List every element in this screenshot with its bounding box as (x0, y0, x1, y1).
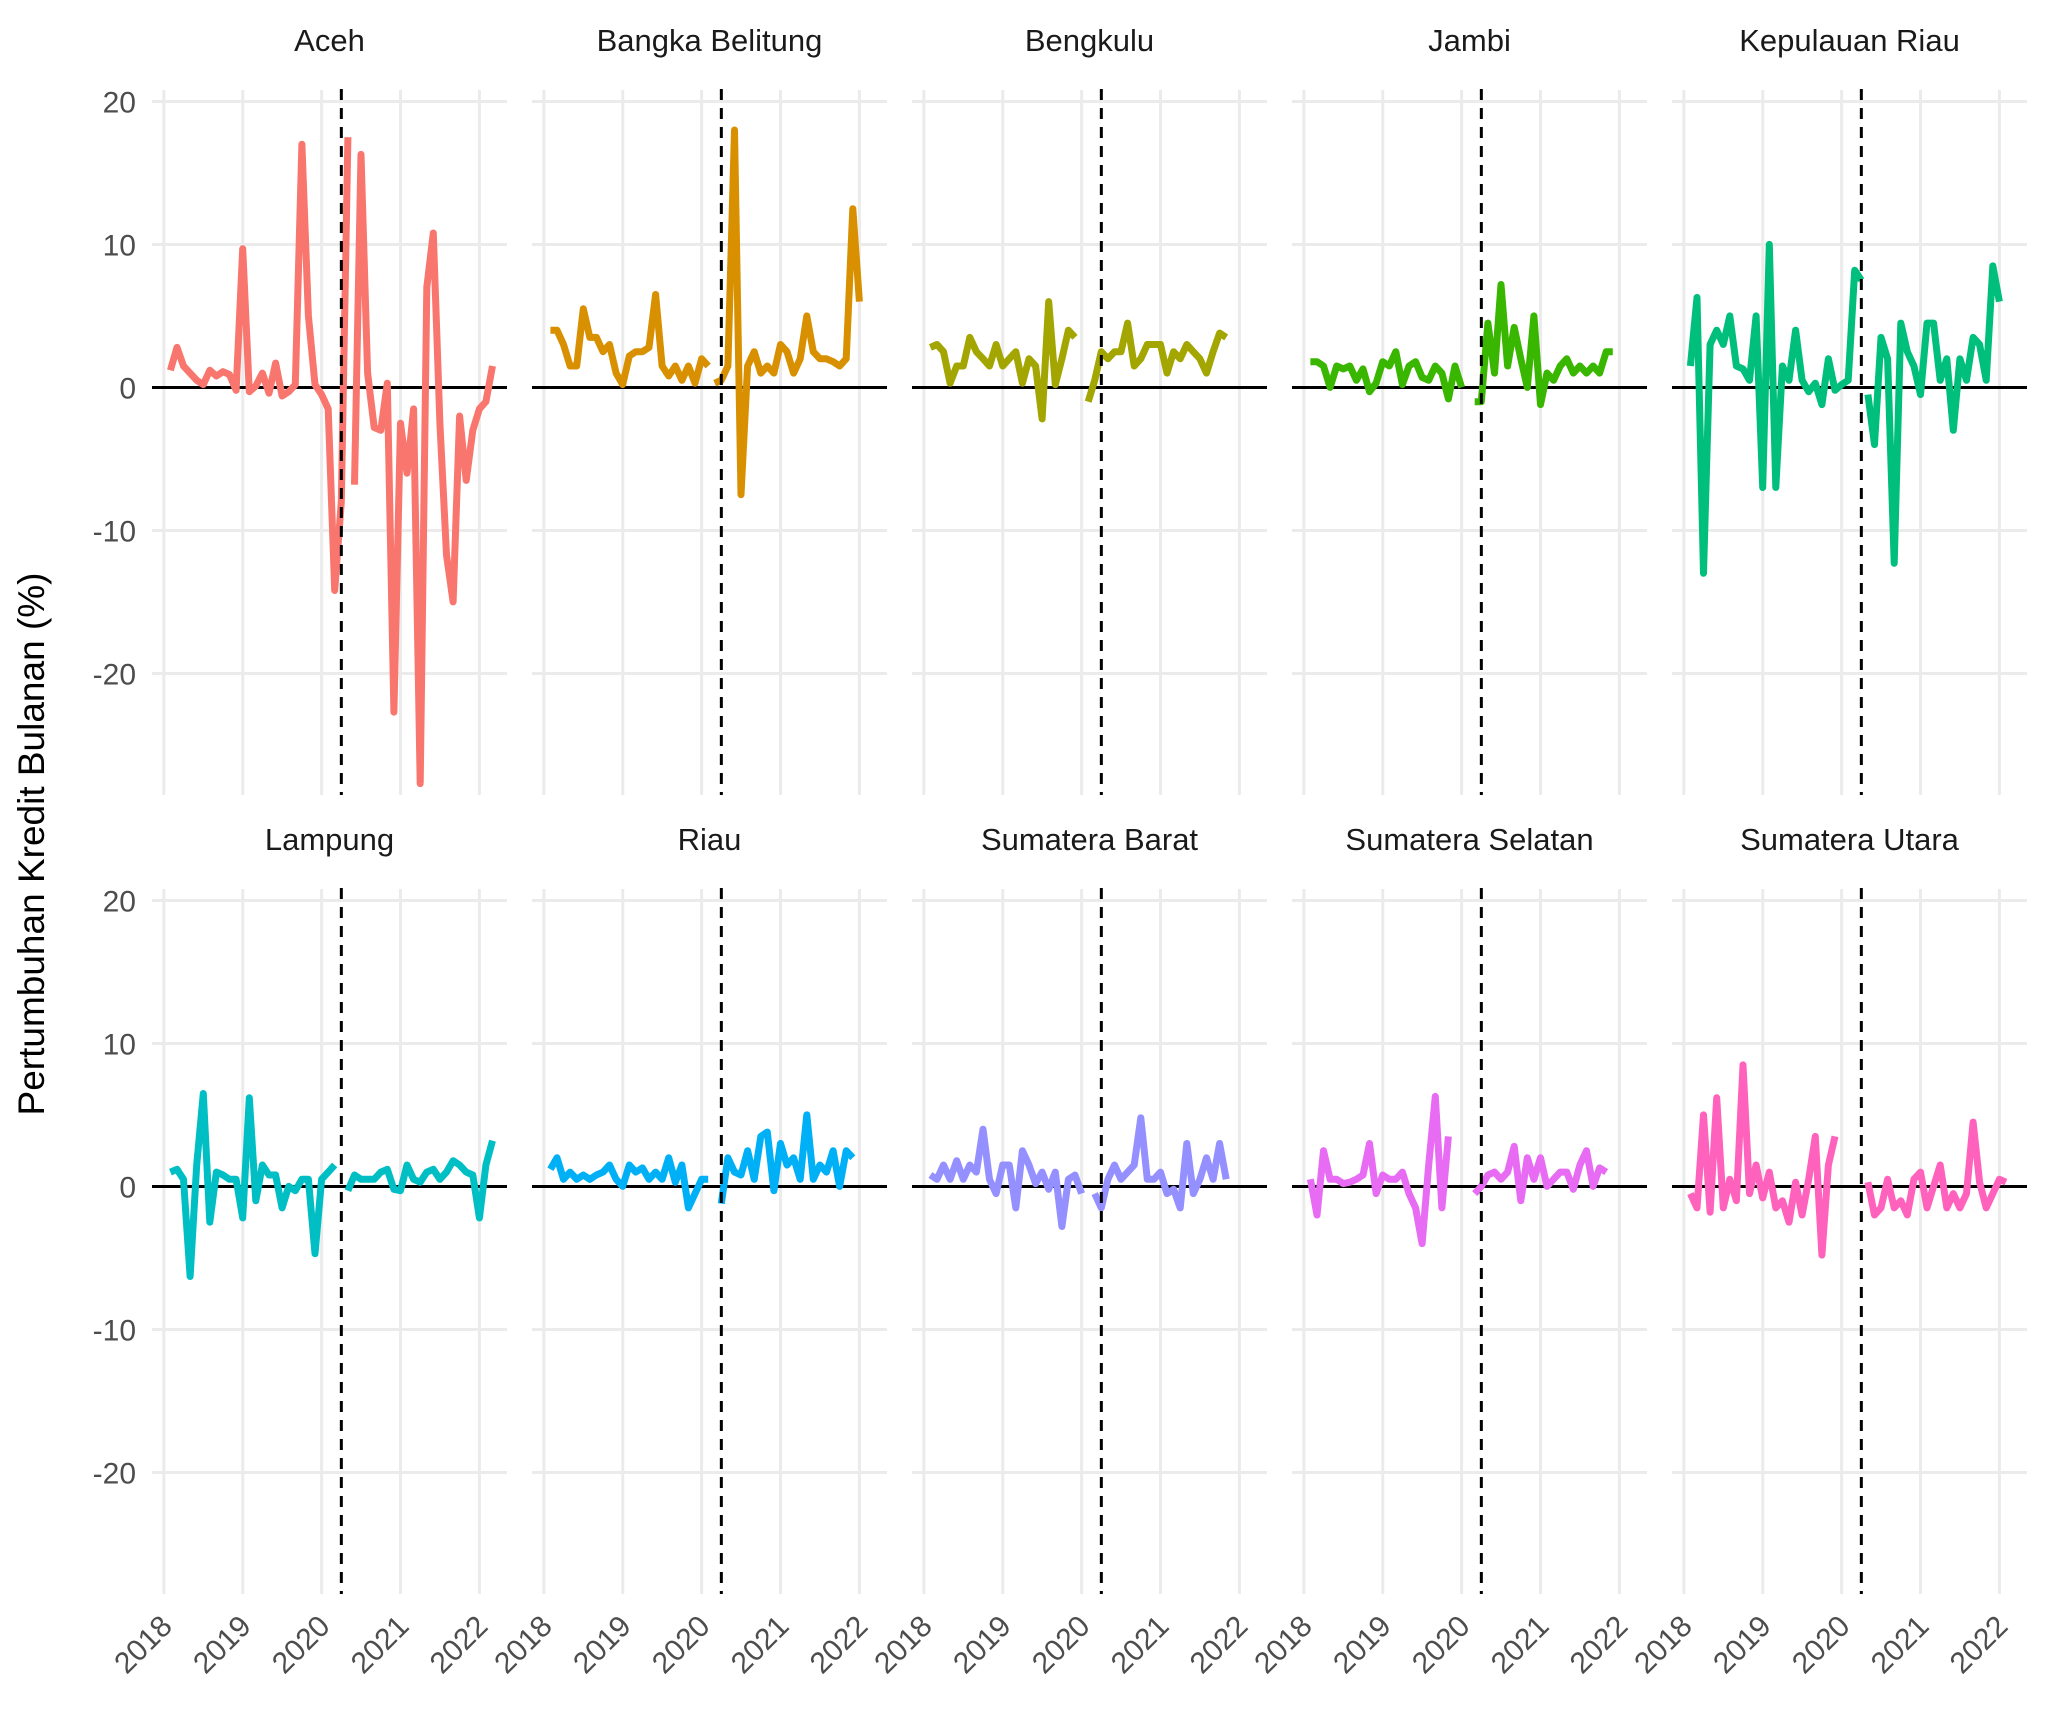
y-tick-label: -20 (93, 1457, 136, 1490)
panel-bangka-belitung: Bangka Belitung (532, 23, 887, 795)
panel-riau: Riau (532, 822, 887, 1594)
panel-title-lampung: Lampung (265, 822, 394, 857)
y-tick-label: -10 (93, 515, 136, 548)
series-line-bengkulu-2 (1084, 319, 1229, 403)
series-line-jambi-2 (1474, 281, 1613, 409)
series-line-bangka-belitung-1 (550, 291, 711, 389)
series-line-lampung-2 (344, 1139, 496, 1222)
panel-title-jambi: Jambi (1428, 23, 1511, 58)
panel-jambi: Jambi (1292, 23, 1647, 795)
y-axis-label: Pertumbuhan Kredit Bulanan (%) (11, 573, 52, 1116)
series-line-jambi-1 (1310, 348, 1465, 403)
panels: Aceh Bangka Belitung Bengkulu Jambi Kepulaua… (152, 23, 2027, 1594)
y-axis-ticks: 20 10 0 -10 -20 20 10 0 -10 -20 (93, 86, 136, 1490)
y-tick-label: 0 (119, 372, 136, 405)
y-tick-label: -10 (93, 1314, 136, 1347)
panel-sumatera-utara: Sumatera Utara (1672, 822, 2027, 1594)
panel-title-sumatera-selatan: Sumatera Selatan (1345, 822, 1593, 857)
series-line-sumatera-selatan-2 (1472, 1142, 1609, 1205)
panel-kepulauan-riau: Kepulauan Riau (1672, 23, 2027, 795)
panel-sumatera-selatan: Sumatera Selatan (1292, 822, 1647, 1594)
series-line-sumatera-barat-2 (1091, 1114, 1230, 1212)
series-line-sumatera-utara-2 (1864, 1118, 2008, 1219)
series-line-kepulauan-riau-1 (1686, 240, 1865, 577)
series-line-kepulauan-riau-2 (1864, 262, 2003, 567)
panel-bengkulu: Bengkulu (912, 23, 1267, 795)
series-line-bengkulu-1 (928, 298, 1078, 423)
series-line-sumatera-barat-1 (928, 1125, 1085, 1230)
y-tick-label: 10 (103, 229, 136, 262)
series-line-lampung-1 (169, 1090, 338, 1280)
series-line-aceh-2 (351, 150, 496, 788)
panel-title-sumatera-utara: Sumatera Utara (1740, 822, 1960, 857)
y-tick-label: 20 (103, 86, 136, 119)
y-tick-label: 0 (119, 1171, 136, 1204)
panel-title-bangka-belitung: Bangka Belitung (597, 23, 823, 58)
series-line-sumatera-selatan-1 (1306, 1092, 1452, 1248)
y-tick-label: 20 (103, 885, 136, 918)
panel-title-riau: Riau (678, 822, 742, 857)
panel-title-kepulauan-riau: Kepulauan Riau (1739, 23, 1960, 58)
series-line-riau-2 (717, 1111, 856, 1205)
panel-lampung: Lampung (152, 822, 507, 1594)
panel-title-aceh: Aceh (294, 23, 365, 58)
y-tick-label: 10 (103, 1028, 136, 1061)
y-tick-label: -20 (93, 658, 136, 691)
series-line-sumatera-utara-1 (1687, 1061, 1839, 1259)
panel-aceh: Aceh (152, 23, 507, 795)
panel-title-sumatera-barat: Sumatera Barat (981, 822, 1198, 857)
series-line-riau-1 (547, 1154, 709, 1212)
series-line-bangka-belitung-2 (713, 126, 863, 499)
panel-title-bengkulu: Bengkulu (1025, 23, 1154, 58)
series-line-aceh-1 (167, 137, 352, 594)
panel-sumatera-barat: Sumatera Barat (912, 822, 1267, 1594)
